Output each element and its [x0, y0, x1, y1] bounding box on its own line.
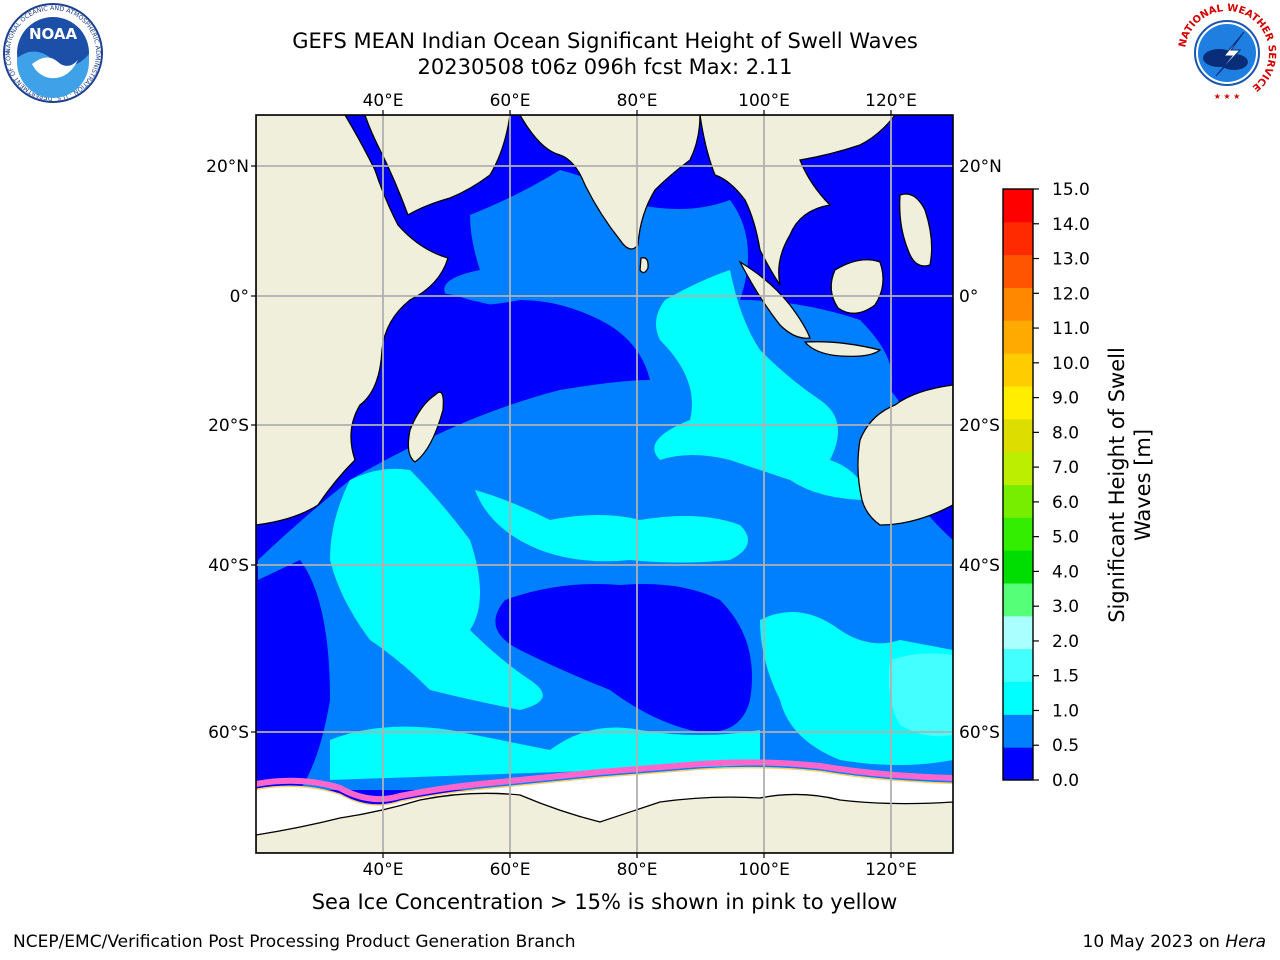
colorbar-swatch	[1003, 221, 1033, 256]
nws-logo: NATIONAL WEATHER SERVICE ★ ★ ★	[1177, 3, 1277, 102]
noaa-logo: NATIONAL OCEANIC AND ATMOSPHERIC ADMINIS…	[2, 2, 103, 103]
colorbar-tick-label: 0.0	[1052, 771, 1079, 791]
lat-label-right-40s: 40°S	[959, 556, 1000, 576]
map-grid	[256, 115, 953, 853]
colorbar-label-line2: Waves [m]	[1131, 429, 1155, 541]
colorbar-tick-label: 1.0	[1052, 701, 1079, 721]
map-ticks	[251, 110, 892, 858]
australia-land	[857, 384, 953, 526]
colorbar-swatch	[1003, 451, 1033, 485]
footer-date-text: 10 May 2023 on	[1082, 932, 1226, 952]
colorbar-tick-label: 1.5	[1052, 667, 1079, 687]
colorbar-tick-label: 2.0	[1052, 632, 1079, 652]
colorbar-tick-label: 7.0	[1052, 458, 1079, 478]
colorbar-swatch	[1003, 648, 1033, 682]
swell-zone-high-east	[654, 270, 870, 500]
lon-label-bottom-60e: 60°E	[490, 860, 531, 880]
colorbar-tick-label: 0.5	[1052, 736, 1079, 756]
colorbar-tick-label: 12.0	[1052, 284, 1090, 304]
colorbar-frame	[1002, 188, 1034, 781]
colorbar-swatch	[1003, 550, 1033, 584]
map-frame	[255, 114, 954, 854]
lon-label-bottom-120e: 120°E	[865, 860, 917, 880]
colorbar-tick-label: 10.0	[1052, 354, 1090, 374]
map-subtitle: 20230508 t06z 096h fcst Max: 2.11	[417, 55, 793, 79]
colorbar	[1003, 189, 1033, 781]
colorbar-tick-label: 5.0	[1052, 528, 1079, 548]
colorbar-tick-label: 3.0	[1052, 597, 1079, 617]
colorbar-swatch	[1003, 287, 1033, 321]
svg-text:★ ★ ★: ★ ★ ★	[1214, 92, 1241, 101]
antarctica-land	[256, 792, 953, 853]
lat-label-left-40s: 40°S	[208, 556, 249, 576]
colorbar-swatch	[1003, 615, 1033, 650]
lon-label-top-60e: 60°E	[490, 91, 531, 111]
colorbar-swatch	[1003, 189, 1033, 223]
colorbar-ticks: 0.0 0.5 1.0 1.5 2.0 3.0 4.0 5.0 6.0 7.0 8.0 9.0 10.0…	[1033, 180, 1090, 791]
colorbar-swatch	[1003, 254, 1033, 288]
africa-land	[256, 115, 449, 526]
lon-label-bottom-100e: 100°E	[738, 860, 790, 880]
colorbar-tick-label: 11.0	[1052, 319, 1090, 339]
southeast-asia-land	[699, 115, 896, 286]
footer-date: 10 May 2023 on Hera	[1083, 932, 1267, 952]
colorbar-swatch	[1003, 517, 1033, 551]
colorbar-tick-label: 15.0	[1052, 180, 1090, 200]
sea-ice-edge	[256, 759, 953, 803]
arabia-land	[364, 115, 511, 216]
footer-credit: NCEP/EMC/Verification Post Processing Pr…	[13, 932, 576, 952]
lat-label-right-60s: 60°S	[959, 723, 1000, 743]
colorbar-tick-label: 4.0	[1052, 562, 1079, 582]
colorbar-swatch	[1003, 583, 1033, 617]
swell-zone-peak	[888, 653, 953, 737]
indonesia-east-land	[899, 193, 933, 267]
noaa-logo-text: NOAA	[29, 25, 78, 43]
lon-label-top-100e: 100°E	[738, 91, 790, 111]
borneo-land	[830, 259, 884, 314]
colorbar-swatch	[1003, 714, 1033, 748]
colorbar-tick-label: 8.0	[1052, 423, 1079, 443]
footer-host: Hera	[1225, 932, 1266, 952]
colorbar-swatch	[1003, 386, 1033, 420]
lon-label-bottom-80e: 80°E	[617, 860, 658, 880]
java-land	[803, 341, 882, 358]
lat-label-left-20n: 20°N	[206, 157, 249, 177]
lat-label-left-0: 0°	[230, 287, 249, 307]
colorbar-swatch	[1003, 681, 1033, 715]
lon-label-top-120e: 120°E	[865, 91, 917, 111]
lat-label-left-20s: 20°S	[208, 416, 249, 436]
colorbar-tick-label: 14.0	[1052, 215, 1090, 235]
madagascar-land	[407, 391, 444, 463]
map-title: GEFS MEAN Indian Ocean Significant Heigh…	[292, 29, 918, 53]
lat-label-right-20s: 20°S	[959, 416, 1000, 436]
sri-lanka-land	[639, 257, 649, 274]
swell-zone-high-central	[475, 490, 748, 563]
colorbar-tick-label: 6.0	[1052, 493, 1079, 513]
colorbar-tick-label: 9.0	[1052, 389, 1079, 409]
swell-zone-low-south	[495, 584, 752, 732]
lon-label-top-80e: 80°E	[617, 91, 658, 111]
lat-label-right-0: 0°	[959, 287, 978, 307]
colorbar-label-line1: Significant Height of Swell	[1105, 347, 1129, 623]
colorbar-swatch	[1003, 320, 1033, 354]
sumatra-land	[738, 260, 811, 339]
colorbar-tick-label: 13.0	[1052, 250, 1090, 270]
lat-label-left-60s: 60°S	[208, 723, 249, 743]
lat-label-right-20n: 20°N	[959, 157, 1002, 177]
colorbar-swatch	[1003, 484, 1033, 518]
lon-label-bottom-40e: 40°E	[363, 860, 404, 880]
sea-ice-note: Sea Ice Concentration > 15% is shown in …	[311, 890, 898, 914]
swell-zone-low-arabian	[390, 292, 560, 348]
india-land	[519, 115, 701, 250]
colorbar-swatch	[1003, 747, 1033, 781]
lon-label-top-40e: 40°E	[363, 91, 404, 111]
colorbar-swatch	[1003, 418, 1033, 453]
colorbar-swatch	[1003, 353, 1033, 387]
